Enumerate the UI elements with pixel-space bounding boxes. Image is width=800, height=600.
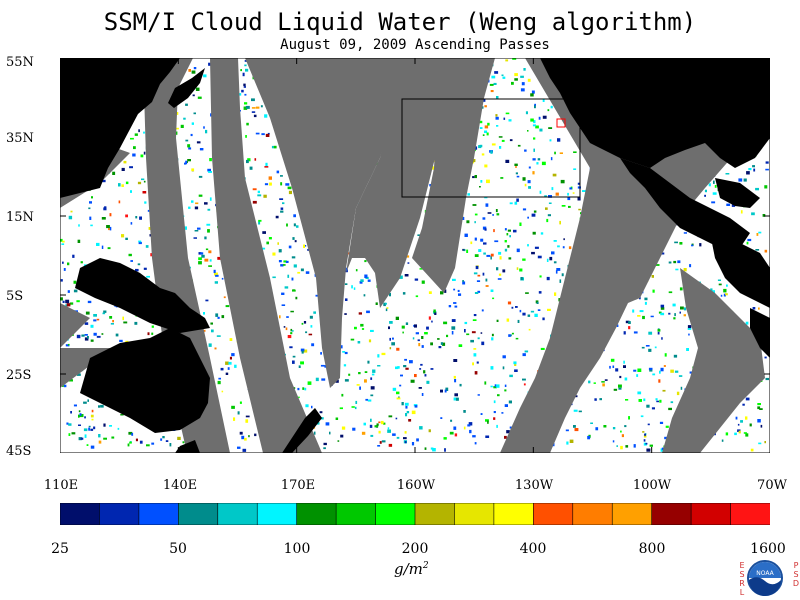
colorbar-swatch bbox=[138, 503, 180, 525]
lat-tick-label: 25S bbox=[6, 368, 32, 383]
lat-tick-label: 45S bbox=[6, 444, 32, 459]
colorbar-swatch bbox=[375, 503, 416, 525]
map-ticks bbox=[60, 58, 770, 453]
lon-tick-label: 110E bbox=[43, 478, 79, 493]
colorbar-swatch bbox=[296, 503, 337, 525]
colorbar-swatch bbox=[690, 503, 732, 525]
colorbar-swatch bbox=[651, 503, 692, 525]
map-title: SSM/I Cloud Liquid Water (Weng algorithm… bbox=[103, 8, 697, 36]
noaa-logo-sky bbox=[749, 562, 781, 578]
colorbar-swatch bbox=[493, 503, 535, 525]
lon-tick-label: 130W bbox=[514, 478, 554, 493]
colorbar-swatch bbox=[335, 503, 377, 525]
units-label: g/m2 bbox=[394, 560, 429, 578]
colorbar-swatch bbox=[414, 503, 456, 525]
cloud-water-map bbox=[60, 58, 770, 453]
colorbar-swatch bbox=[533, 503, 574, 525]
map-subtitle: August 09, 2009 Ascending Passes bbox=[280, 37, 550, 53]
colorbar-swatch bbox=[178, 503, 219, 525]
colorbar-label: 50 bbox=[169, 541, 187, 557]
colorbar-swatch bbox=[60, 503, 101, 525]
colorbar-swatch bbox=[611, 503, 653, 525]
lon-tick-label: 140E bbox=[162, 478, 198, 493]
colorbar-label: 100 bbox=[283, 541, 311, 557]
noaa-logo: NOAA bbox=[747, 560, 783, 596]
colorbar-swatch bbox=[256, 503, 298, 525]
land-masses bbox=[60, 58, 770, 453]
noaa-logo-text: NOAA bbox=[756, 570, 774, 577]
colorbar-swatch bbox=[572, 503, 614, 525]
colorbar-swatch bbox=[217, 503, 259, 525]
lon-tick-label: 100W bbox=[632, 478, 672, 493]
colorbar-swatch bbox=[99, 503, 140, 525]
lon-tick-label: 170E bbox=[280, 478, 316, 493]
colorbar-label: 400 bbox=[519, 541, 547, 557]
lon-tick-label: 70W bbox=[757, 478, 787, 493]
region-marker bbox=[556, 118, 566, 128]
colorbar-label: 1600 bbox=[750, 541, 786, 557]
colorbar-label: 25 bbox=[51, 541, 69, 557]
lat-tick-label: 55N bbox=[6, 55, 34, 70]
region-outline-box bbox=[401, 98, 581, 198]
colorbar bbox=[60, 503, 770, 525]
lon-tick-label: 160W bbox=[396, 478, 436, 493]
colorbar-swatch bbox=[730, 503, 770, 525]
colorbar-label: 200 bbox=[401, 541, 429, 557]
noaa-logo-wave bbox=[749, 577, 781, 596]
colorbar-swatch bbox=[454, 503, 495, 525]
lat-tick-label: 35N bbox=[6, 131, 34, 146]
lat-tick-label: 5S bbox=[6, 289, 24, 304]
colorbar-label: 800 bbox=[638, 541, 666, 557]
lat-tick-label: 15N bbox=[6, 210, 34, 225]
